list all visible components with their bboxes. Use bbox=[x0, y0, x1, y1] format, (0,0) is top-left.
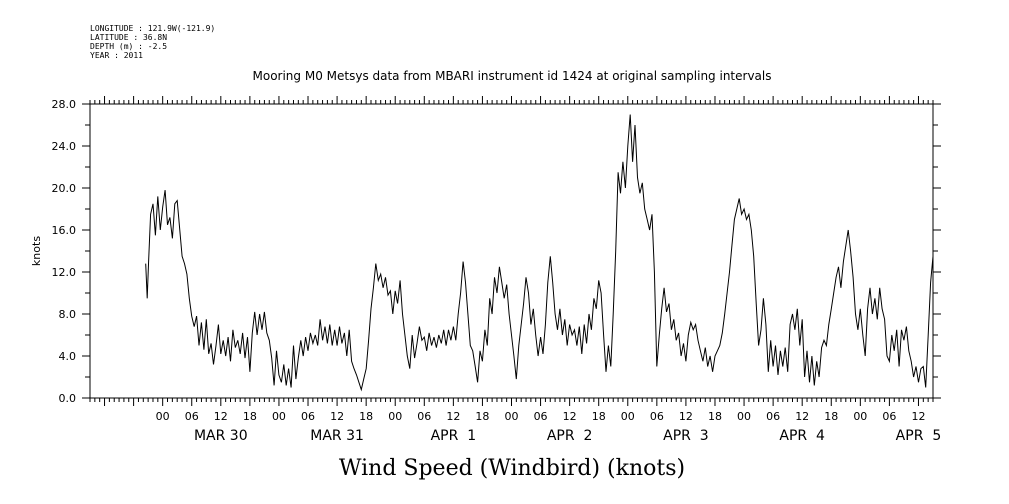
longitude-text: LONGITUDE : 121.9W(-121.9) bbox=[90, 24, 215, 33]
y-tick-label: 8.0 bbox=[59, 308, 77, 321]
x-hour-label: 18 bbox=[708, 410, 722, 423]
x-day-label: APR 3 bbox=[663, 428, 709, 444]
x-hour-label: 06 bbox=[301, 410, 315, 423]
x-axis: 00 06 12 18 00 06 12 18 00 06 12 18 00 06 12 18 00 06 12 18… bbox=[89, 96, 942, 444]
y-tick-label: 20.0 bbox=[52, 182, 77, 195]
x-hour-label: 06 bbox=[534, 410, 548, 423]
metadata-block: LONGITUDE : 121.9W(-121.9) LATITUDE : 36… bbox=[90, 24, 215, 60]
x-day-label: APR 1 bbox=[431, 428, 477, 444]
y-axis: 0.0 4.0 8.0 12.0 16.0 20.0 24.0 28.0 bbox=[52, 98, 941, 405]
depth-text: DEPTH (m) : -2.5 bbox=[90, 42, 167, 51]
x-hour-label: 06 bbox=[882, 410, 896, 423]
x-hour-label: 00 bbox=[505, 410, 519, 423]
x-axis-label: Wind Speed (Windbird) (knots) bbox=[339, 456, 685, 481]
x-day-label: MAR 31 bbox=[310, 428, 364, 444]
x-hour-label: 12 bbox=[679, 410, 693, 423]
y-tick-label: 4.0 bbox=[59, 350, 77, 363]
x-hour-label: 00 bbox=[272, 410, 286, 423]
latitude-text: LATITUDE : 36.8N bbox=[90, 33, 167, 42]
x-hour-label: 06 bbox=[650, 410, 664, 423]
x-hour-label: 00 bbox=[621, 410, 635, 423]
x-hour-label: 06 bbox=[185, 410, 199, 423]
wind-speed-series bbox=[145, 114, 934, 392]
x-hour-label: 00 bbox=[737, 410, 751, 423]
y-axis-label: knots bbox=[30, 236, 43, 266]
y-tick-label: 24.0 bbox=[52, 140, 77, 153]
x-hour-label: 12 bbox=[795, 410, 809, 423]
x-hour-label: 12 bbox=[446, 410, 460, 423]
x-hour-label: 18 bbox=[475, 410, 489, 423]
x-day-label: APR 5 bbox=[896, 428, 942, 444]
x-hour-label: 06 bbox=[766, 410, 780, 423]
x-day-label: MAR 30 bbox=[194, 428, 248, 444]
x-hour-label: 18 bbox=[592, 410, 606, 423]
x-hour-label: 18 bbox=[243, 410, 257, 423]
x-hour-label: 12 bbox=[563, 410, 577, 423]
x-hour-label: 12 bbox=[330, 410, 344, 423]
x-day-label: APR 4 bbox=[779, 428, 825, 444]
chart-title: Mooring M0 Metsys data from MBARI instru… bbox=[253, 69, 772, 83]
x-hour-label: 18 bbox=[824, 410, 838, 423]
x-day-label: APR 2 bbox=[547, 428, 593, 444]
y-tick-label: 12.0 bbox=[52, 266, 77, 279]
x-hour-label: 00 bbox=[156, 410, 170, 423]
x-hour-label: 06 bbox=[417, 410, 431, 423]
y-tick-label: 28.0 bbox=[52, 98, 77, 111]
x-hour-label: 18 bbox=[359, 410, 373, 423]
year-text: YEAR : 2011 bbox=[90, 51, 143, 60]
x-hour-label: 00 bbox=[388, 410, 402, 423]
y-tick-label: 16.0 bbox=[52, 224, 77, 237]
y-tick-label: 0.0 bbox=[59, 392, 77, 405]
x-hour-label: 12 bbox=[911, 410, 925, 423]
x-hour-label: 12 bbox=[214, 410, 228, 423]
x-hour-label: 00 bbox=[853, 410, 867, 423]
